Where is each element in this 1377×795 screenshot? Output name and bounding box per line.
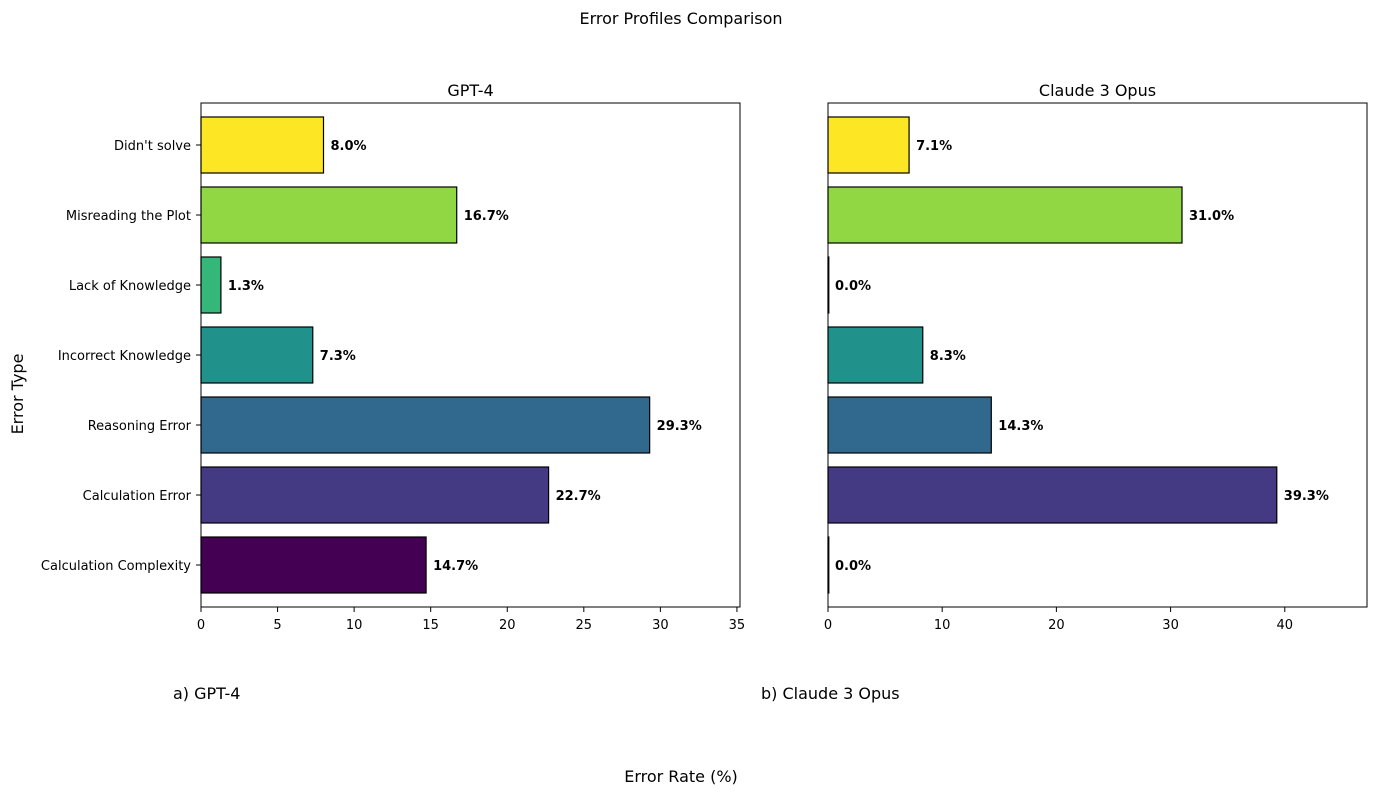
x-tick-label: 20 [499,618,516,633]
caption-claude: b) Claude 3 Opus [761,684,900,703]
x-tick-label: 10 [934,618,951,633]
bar [827,466,1278,524]
bar-value-label: 14.7% [433,559,478,574]
y-tick-label: Didn't solve [114,139,191,154]
x-tick-label: 35 [729,618,746,633]
bar [827,186,1183,244]
y-tick-label: Reasoning Error [88,419,192,434]
bar [200,116,325,174]
y-axis-label: Error Type [8,354,27,435]
bar [200,326,314,384]
plot-frame [827,102,1368,608]
x-tick-label: 40 [1277,618,1294,633]
bar-value-label: 16.7% [464,209,509,224]
y-tick-label: Lack of Knowledge [69,279,191,294]
bar [827,326,924,384]
bar-value-label: 31.0% [1189,209,1234,224]
x-tick-label: 5 [273,618,281,633]
y-tick-label: Calculation Complexity [41,559,191,574]
bar [200,256,222,314]
bar [200,186,458,244]
bar-value-label: 8.3% [930,349,966,364]
x-tick-label: 30 [652,618,669,633]
bar [200,396,651,454]
x-tick-label: 20 [1048,618,1065,633]
panel-1: GPT-4 0 5 10 15 20 25 30 35 14.7% Calculation Comp… [41,81,745,633]
panel-title: GPT-4 [447,81,493,100]
panel-2: Claude 3 Opus 0 10 20 30 40 0.0% 39.3% 14.3% 8.3%… [824,81,1368,633]
bar-value-label: 8.0% [331,139,367,154]
x-tick-label: 10 [346,618,363,633]
x-tick-label: 15 [422,618,439,633]
bar-value-label: 14.3% [998,419,1043,434]
bar-value-label: 0.0% [835,559,871,574]
bar-value-label: 22.7% [556,489,601,504]
bar [200,466,550,524]
bar-value-label: 39.3% [1284,489,1329,504]
x-tick-label: 0 [197,618,205,633]
bar [827,396,992,454]
bar [827,116,910,174]
x-axis-label: Error Rate (%) [624,767,738,786]
bar-value-label: 7.3% [320,349,356,364]
y-tick-label: Misreading the Plot [66,209,191,224]
bar-value-label: 0.0% [835,279,871,294]
bar [200,536,427,594]
figure-title: Error Profiles Comparison [579,9,782,28]
x-tick-label: 30 [1162,618,1179,633]
x-tick-label: 0 [824,618,832,633]
caption-gpt4: a) GPT-4 [173,684,240,703]
plot-frame [200,102,741,608]
y-tick-label: Calculation Error [83,489,192,504]
bar-value-label: 7.1% [916,139,952,154]
bar-value-label: 29.3% [657,419,702,434]
panel-title: Claude 3 Opus [1039,81,1156,100]
x-tick-label: 25 [576,618,593,633]
bar-value-label: 1.3% [228,279,264,294]
y-tick-label: Incorrect Knowledge [58,349,191,364]
